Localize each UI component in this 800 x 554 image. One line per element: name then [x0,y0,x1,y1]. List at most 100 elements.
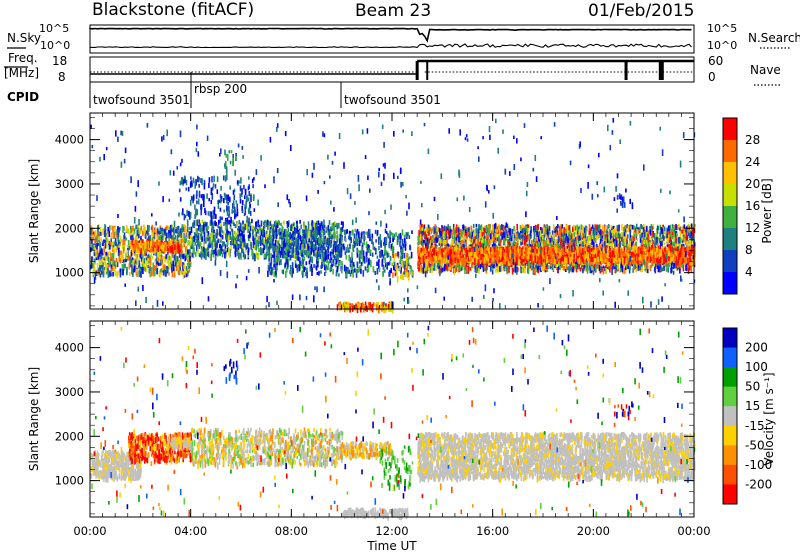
power-cell [334,240,337,246]
power-cell [203,229,205,235]
power-cell [219,207,222,212]
power-cell [259,247,262,254]
power-cell [438,240,441,246]
power-cell [370,260,372,268]
power-cell [162,263,164,271]
power-cell [265,245,267,249]
power-cell [520,267,523,274]
power-cell [352,269,355,274]
power-cell [136,257,139,261]
power-cell [138,270,141,278]
power-cell [212,253,215,258]
power-cell [150,266,153,272]
power-cell [652,240,654,245]
power-cell [291,262,294,269]
power-cell [233,194,236,201]
power-cell [516,232,518,236]
power-cell [331,223,334,228]
power-cell [194,210,197,218]
power-cell [472,223,475,229]
power-cell [316,220,318,224]
power-cell [233,222,235,227]
power-cell [449,226,451,231]
power-cell [116,233,118,238]
power-cell [287,228,290,233]
power-cell [409,265,412,270]
power-cell [110,234,113,238]
power-cell [603,237,606,244]
power-cell [398,233,400,240]
power-cell [530,239,533,246]
power-cell [348,235,350,240]
power-cell [243,242,245,248]
power-cell [304,233,307,238]
power-cell [229,185,231,190]
power-cell [234,240,236,245]
power-cell [135,235,137,241]
power-cell [275,257,278,263]
power-cell [229,160,232,165]
power-cell [346,244,349,250]
power-cell [336,234,339,240]
power-cell [155,263,158,268]
power-cell [372,245,375,250]
power-cell [131,257,134,261]
power-cell [232,220,234,225]
power-cell [234,169,236,176]
power-cell [368,248,370,253]
power-cell [132,259,134,267]
power-cell [174,244,176,251]
power-cell [568,266,570,274]
power-cell [164,271,167,277]
power-cell [322,252,325,257]
power-cell [272,247,274,252]
power-cell [274,271,277,276]
power-cell [108,261,110,268]
power-cell [213,236,215,243]
power-cell [194,180,197,186]
power-cell [367,301,370,307]
power-cell [225,219,228,225]
power-cell [208,198,210,202]
power-cell [262,247,265,254]
power-cell [368,245,370,251]
power-cell [130,250,133,257]
power-cell [307,243,309,251]
power-cell [220,198,222,204]
power-cell [689,234,692,241]
power-cell [122,225,124,233]
power-cell [175,246,177,253]
power-cell [572,238,574,243]
power-cell [338,250,341,255]
power-cell [128,263,131,269]
power-cell [175,265,178,272]
power-cell [144,226,146,232]
power-cell [217,200,219,204]
power-cell [356,253,359,258]
power-cell [354,242,357,246]
power-cell [258,226,261,230]
power-cell [286,233,289,239]
power-cell [242,243,244,249]
power-cell [327,243,330,249]
power-cell [168,255,170,261]
power-cell [92,244,95,251]
power-cell [598,260,600,267]
power-cell [357,303,360,308]
power-cell [183,243,185,247]
power-cell [190,195,193,201]
power-cell [141,266,143,273]
power-cell [186,209,188,216]
power-cell [403,253,406,259]
power-cell [132,225,134,231]
power-cell [178,270,180,275]
power-cell [297,232,300,238]
power-cell [194,184,196,189]
power-cell [107,238,109,244]
power-cell [432,266,434,271]
power-cell [491,268,494,273]
power-cell [371,303,374,309]
power-cell [220,237,222,243]
power-cell [626,224,628,229]
power-cell [286,221,288,224]
